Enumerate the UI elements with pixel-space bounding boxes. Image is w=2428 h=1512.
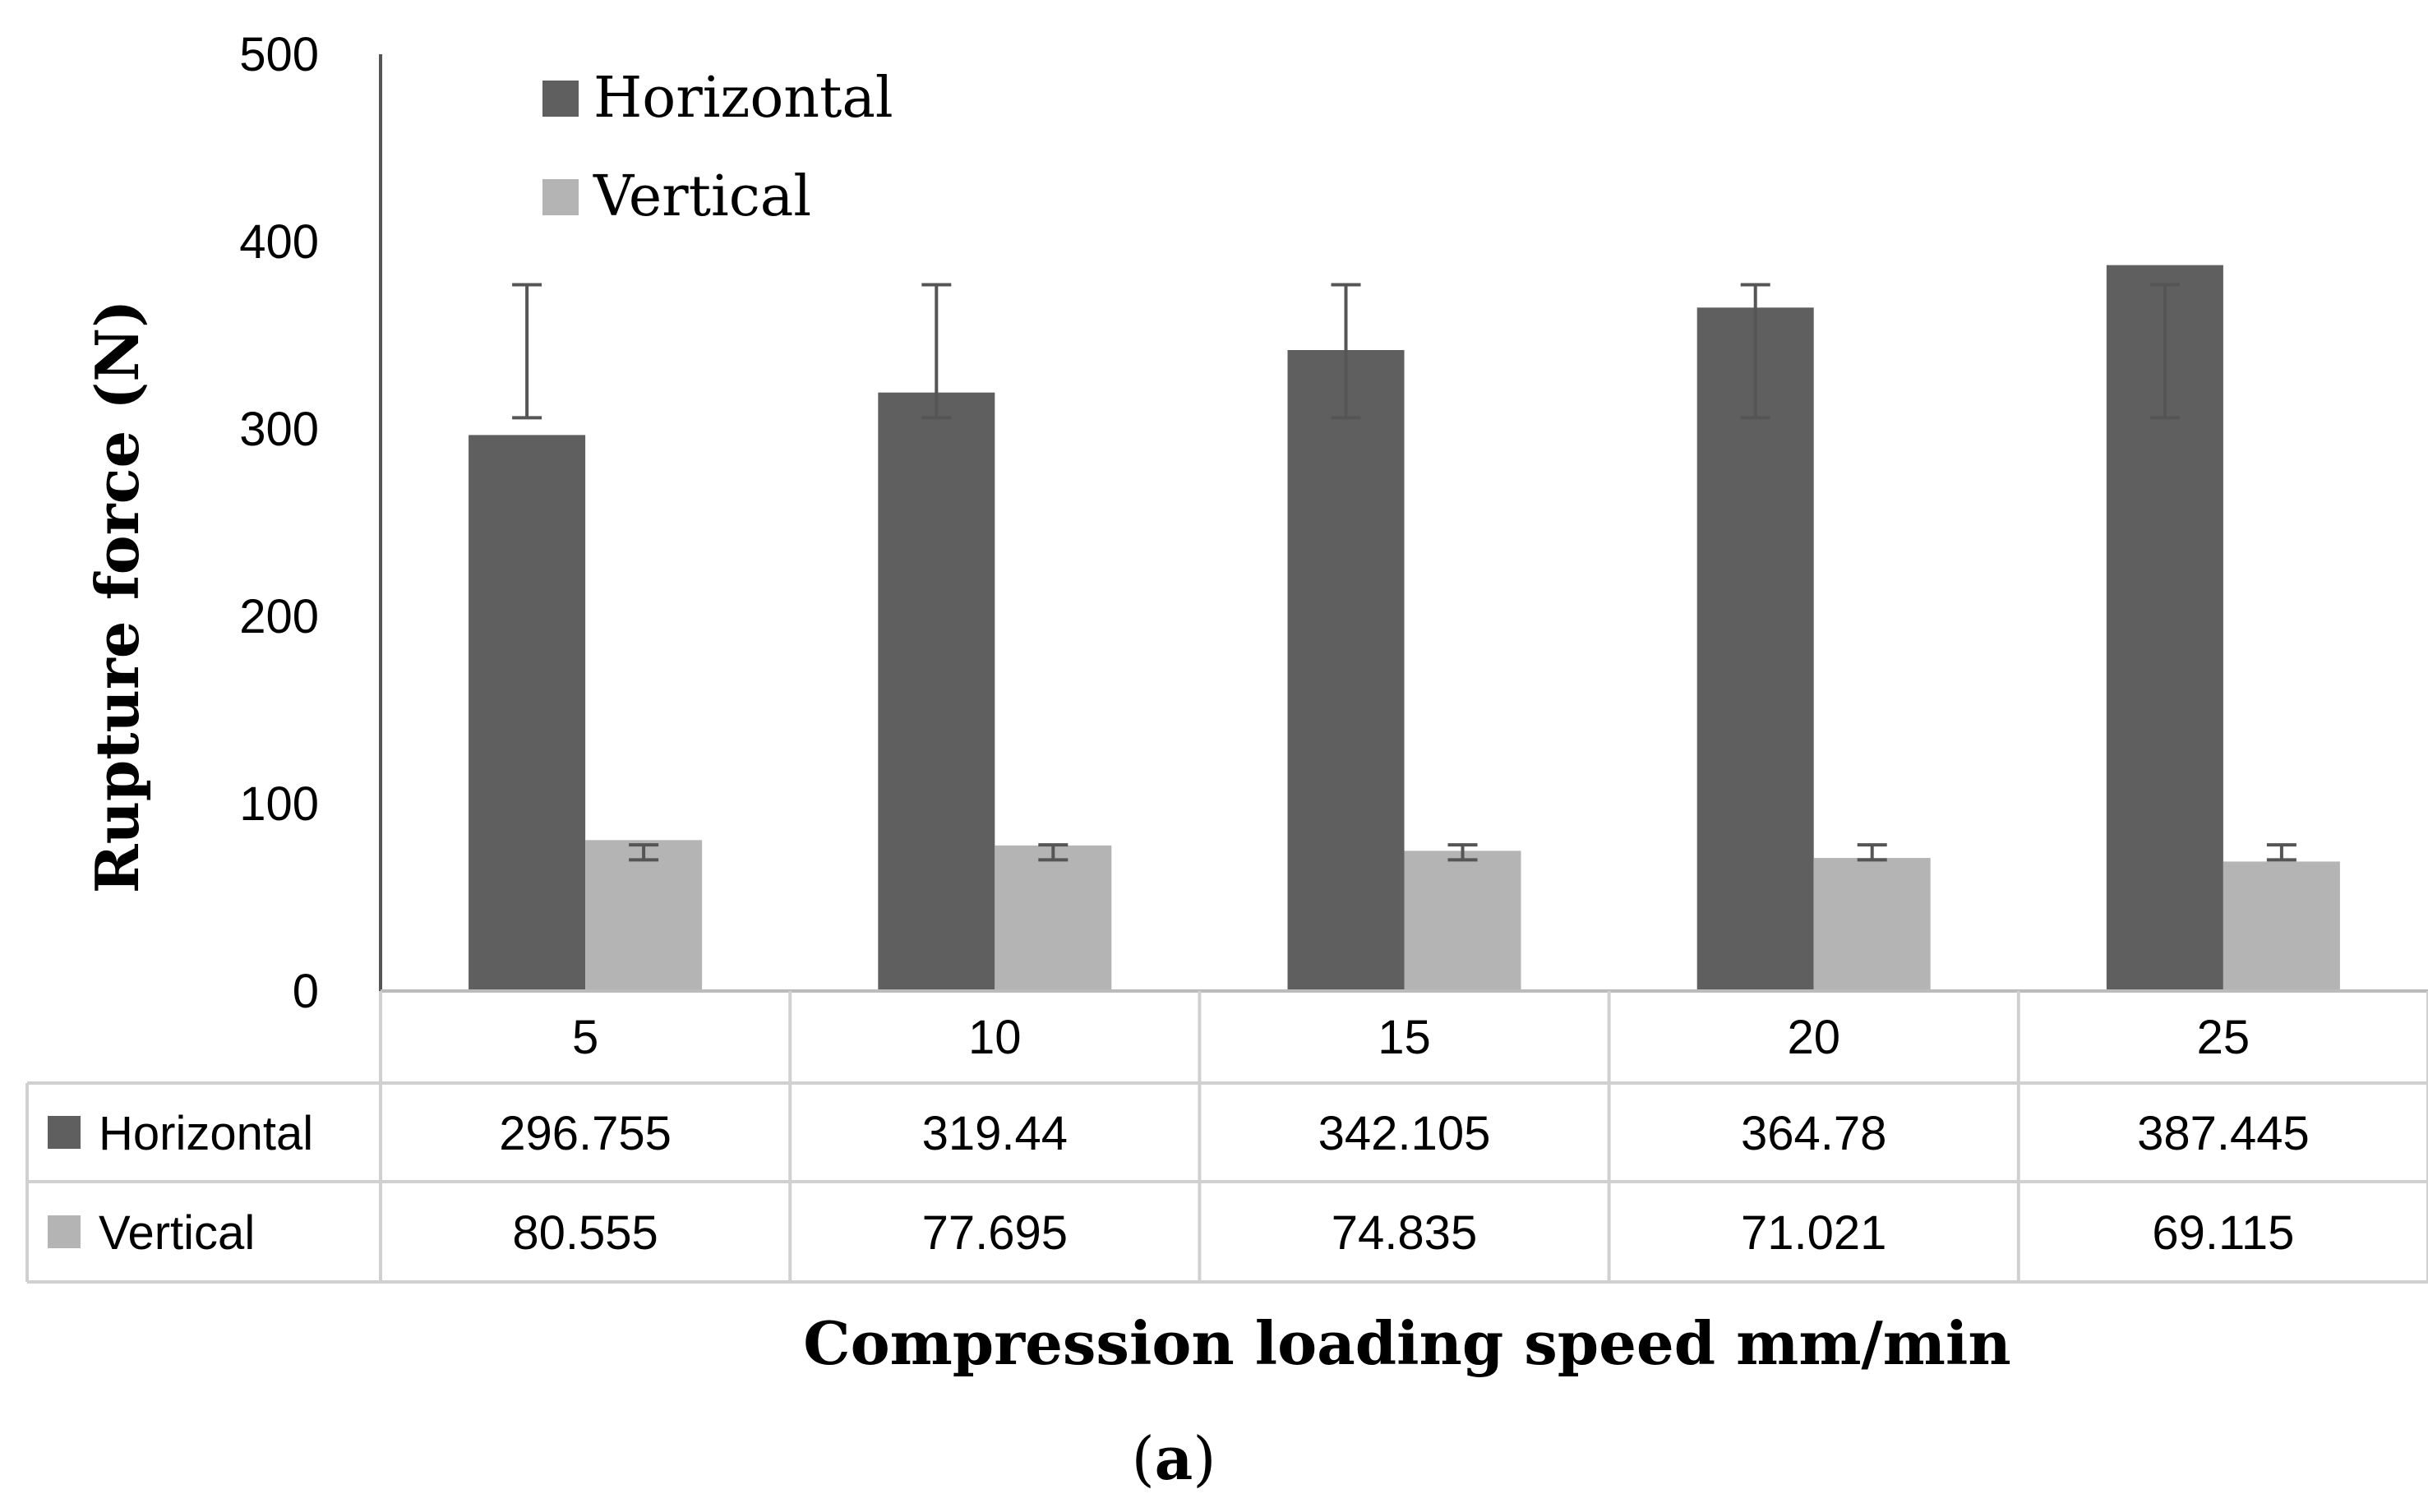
y-axis-title: Rupture force (N) [82, 300, 152, 894]
bar-vertical-20 [1813, 858, 1931, 991]
y-tick-label: 400 [239, 215, 319, 269]
bar-vertical-15 [1404, 850, 1521, 991]
data-label: 364.78 [1741, 1107, 1886, 1160]
x-tick-label: 5 [572, 1011, 598, 1064]
y-tick-label: 100 [239, 777, 319, 831]
bar-vertical-5 [585, 840, 703, 991]
data-label: 77.695 [922, 1206, 1068, 1260]
legend-swatch-vertical [542, 179, 579, 215]
bar-horizontal-15 [1287, 350, 1405, 991]
error-bars-layer [512, 283, 2296, 862]
legend-label-horizontal: Horizontal [593, 66, 893, 131]
axes-layer: 0 100 200 300 400 500 [239, 28, 2428, 1018]
legend: Horizontal Vertical [542, 66, 893, 229]
caption-paren: ) [1193, 1424, 1216, 1493]
y-tick-label: 300 [239, 403, 319, 456]
bar-vertical-25 [2223, 861, 2340, 991]
y-tick-label: 200 [239, 590, 319, 643]
legend-swatch-horizontal [542, 81, 579, 117]
data-label: 387.445 [2137, 1107, 2310, 1160]
y-tick-label: 500 [239, 28, 319, 81]
table-legend-swatch-vertical [48, 1215, 81, 1248]
data-table: 5 10 15 20 25 Horizontal 296.755 319.44 342.105 3… [25, 991, 2428, 1284]
data-label: 296.755 [499, 1107, 672, 1160]
caption-letter: a [1155, 1423, 1193, 1493]
x-tick-label: 20 [1787, 1011, 1840, 1064]
x-tick-label: 15 [1378, 1011, 1431, 1064]
y-tick-label: 0 [293, 965, 319, 1018]
caption-paren: ( [1132, 1424, 1155, 1493]
data-label: 69.115 [2152, 1206, 2294, 1260]
bar-horizontal-5 [469, 435, 586, 991]
x-tick-label: 25 [2197, 1011, 2250, 1064]
x-tick-label: 10 [968, 1011, 1022, 1064]
data-label: 71.021 [1741, 1206, 1886, 1260]
data-label: 342.105 [1318, 1107, 1491, 1160]
data-label: 74.835 [1332, 1206, 1477, 1260]
bars-layer [469, 265, 2340, 992]
data-label: 80.555 [512, 1206, 658, 1260]
figure-caption: (a) [1132, 1423, 1216, 1493]
table-legend-swatch-horizontal [48, 1116, 81, 1149]
table-row-label-horizontal: Horizontal [99, 1107, 313, 1160]
bar-vertical-10 [995, 845, 1112, 991]
data-label: 319.44 [922, 1107, 1068, 1160]
bar-horizontal-20 [1696, 307, 1814, 991]
table-row-label-vertical: Vertical [99, 1206, 255, 1260]
legend-label-vertical: Vertical [593, 164, 811, 229]
bar-horizontal-10 [878, 392, 995, 992]
x-axis-title: Compression loading speed mm/min [803, 1308, 2010, 1378]
